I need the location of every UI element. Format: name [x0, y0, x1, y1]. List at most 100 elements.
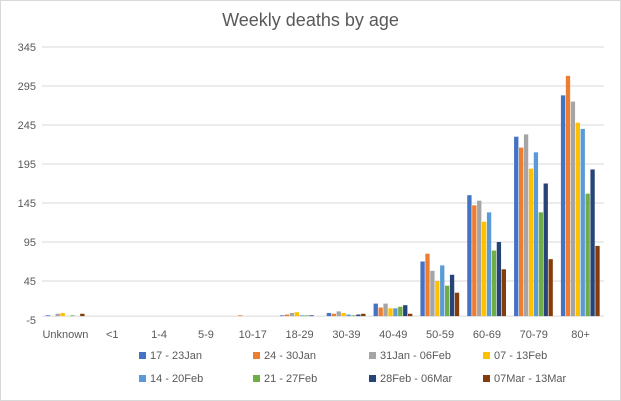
- bar-50-59-1: [420, 261, 425, 317]
- bar-50-59-6: [445, 285, 450, 317]
- x-tick-label: 40-49: [379, 329, 407, 341]
- bar-30-39-7: [356, 314, 361, 317]
- legend-label: 07Mar - 13Mar: [494, 373, 566, 385]
- x-tick-label: 60-69: [473, 329, 501, 341]
- bar-80+-7: [590, 169, 595, 317]
- bar-30-39-1: [326, 312, 332, 317]
- bar-50-59-4: [435, 281, 440, 317]
- x-tick-label: 50-59: [426, 329, 454, 341]
- bar-70-79-5: [533, 152, 539, 317]
- x-tick-label: 80+: [571, 329, 590, 341]
- legend-label: 14 - 20Feb: [150, 373, 203, 385]
- bar-40-49-2: [378, 307, 383, 317]
- y-tick-label: -5: [26, 315, 36, 327]
- bar-50-59-5: [440, 265, 445, 317]
- bar-50-59-7: [449, 274, 455, 317]
- bar-80+-6: [585, 193, 590, 317]
- legend-label: 24 - 30Jan: [264, 350, 316, 362]
- bar-60-69-5: [486, 212, 492, 317]
- y-tick-label: 95: [24, 237, 36, 249]
- bar-18-29-7: [309, 315, 314, 317]
- bar-Unknown-1: [45, 315, 51, 317]
- legend-swatch: [483, 352, 490, 359]
- y-tick-label: 295: [18, 81, 36, 93]
- x-tick-label: <1: [106, 329, 119, 341]
- legend-label: 28Feb - 06Mar: [380, 373, 452, 385]
- legend-swatch: [253, 375, 260, 382]
- bar-50-59-3: [430, 270, 435, 317]
- bar-50-59-8: [454, 292, 460, 317]
- legend-swatch: [483, 375, 490, 382]
- legend-label: 21 - 27Feb: [264, 373, 317, 385]
- y-tick-label: 45: [24, 276, 36, 288]
- gridlines: [42, 46, 604, 317]
- y-tick-label: 145: [18, 198, 36, 210]
- x-tick-label: 1-4: [151, 329, 167, 341]
- bar-10-17-2: [237, 315, 243, 317]
- legend-label: 31Jan - 06Feb: [380, 350, 451, 362]
- bar-60-69-3: [477, 200, 482, 317]
- bar-18-29-6: [304, 315, 309, 317]
- x-tick-label: 18-29: [286, 329, 314, 341]
- bar-40-49-6: [398, 306, 403, 317]
- bar-60-69-7: [496, 242, 502, 317]
- x-tick-label: 5-9: [198, 329, 214, 341]
- legend: 17 - 23Jan 24 - 30Jan 31Jan - 06Feb 07 - 13…: [139, 350, 566, 385]
- y-tick-label: 345: [18, 42, 36, 54]
- bar-18-29-4: [294, 312, 299, 317]
- bar-60-69-4: [481, 221, 487, 317]
- bar-18-29-2: [284, 314, 290, 317]
- bar-40-49-7: [403, 305, 408, 317]
- legend-swatch: [369, 352, 376, 359]
- bar-Unknown-6: [70, 315, 75, 317]
- bar-Unknown-3: [55, 313, 60, 317]
- bar-80+-5: [580, 128, 585, 317]
- y-tick-label: 245: [18, 120, 36, 132]
- bar-40-49-8: [408, 313, 413, 317]
- bar-80+-2: [565, 75, 571, 317]
- legend-swatch: [139, 352, 146, 359]
- chart-title: Weekly deaths by age: [222, 10, 399, 30]
- bar-30-39-5: [346, 314, 351, 317]
- bar-70-79-2: [518, 147, 524, 317]
- bar-60-69-8: [501, 269, 506, 317]
- bar-40-49-1: [373, 303, 378, 317]
- bars: [45, 75, 600, 317]
- axes: -5 45 95 145 195 245 295 345 Unknown <1 1-4 5-9 10-1…: [18, 42, 590, 341]
- bar-50-59-2: [425, 253, 430, 317]
- bar-30-39-2: [331, 313, 336, 317]
- bar-Unknown-8: [80, 313, 85, 317]
- bar-80+-3: [570, 101, 576, 317]
- legend-label: 07 - 13Feb: [494, 350, 547, 362]
- bar-60-69-6: [491, 250, 497, 317]
- bar-40-49-4: [388, 308, 393, 317]
- bar-30-39-8: [361, 313, 366, 317]
- legend-swatch: [369, 375, 376, 382]
- bar-40-49-3: [383, 303, 388, 317]
- x-tick-label: 10-17: [239, 329, 267, 341]
- x-tick-label: Unknown: [42, 329, 88, 341]
- bar-70-79-6: [538, 212, 543, 317]
- bar-Unknown-4: [60, 312, 65, 317]
- bar-40-49-5: [393, 308, 398, 317]
- bar-70-79-8: [548, 259, 553, 317]
- legend-swatch: [253, 352, 260, 359]
- bar-70-79-3: [523, 134, 529, 317]
- x-tick-label: 30-39: [332, 329, 360, 341]
- x-tick-label: 70-79: [520, 329, 548, 341]
- legend-swatch: [139, 375, 146, 382]
- bar-80+-1: [560, 95, 566, 317]
- bar-80+-4: [575, 122, 580, 317]
- bar-30-39-6: [351, 315, 356, 317]
- legend-label: 17 - 23Jan: [150, 350, 202, 362]
- bar-60-69-1: [467, 195, 472, 317]
- bar-18-29-1: [279, 315, 285, 317]
- bar-70-79-7: [543, 183, 548, 317]
- bar-18-29-5: [299, 315, 304, 317]
- bar-18-29-3: [289, 312, 295, 317]
- bar-70-79-4: [528, 168, 534, 317]
- bar-30-39-3: [336, 311, 341, 317]
- bar-80+-8: [595, 245, 600, 317]
- bar-60-69-2: [472, 205, 477, 317]
